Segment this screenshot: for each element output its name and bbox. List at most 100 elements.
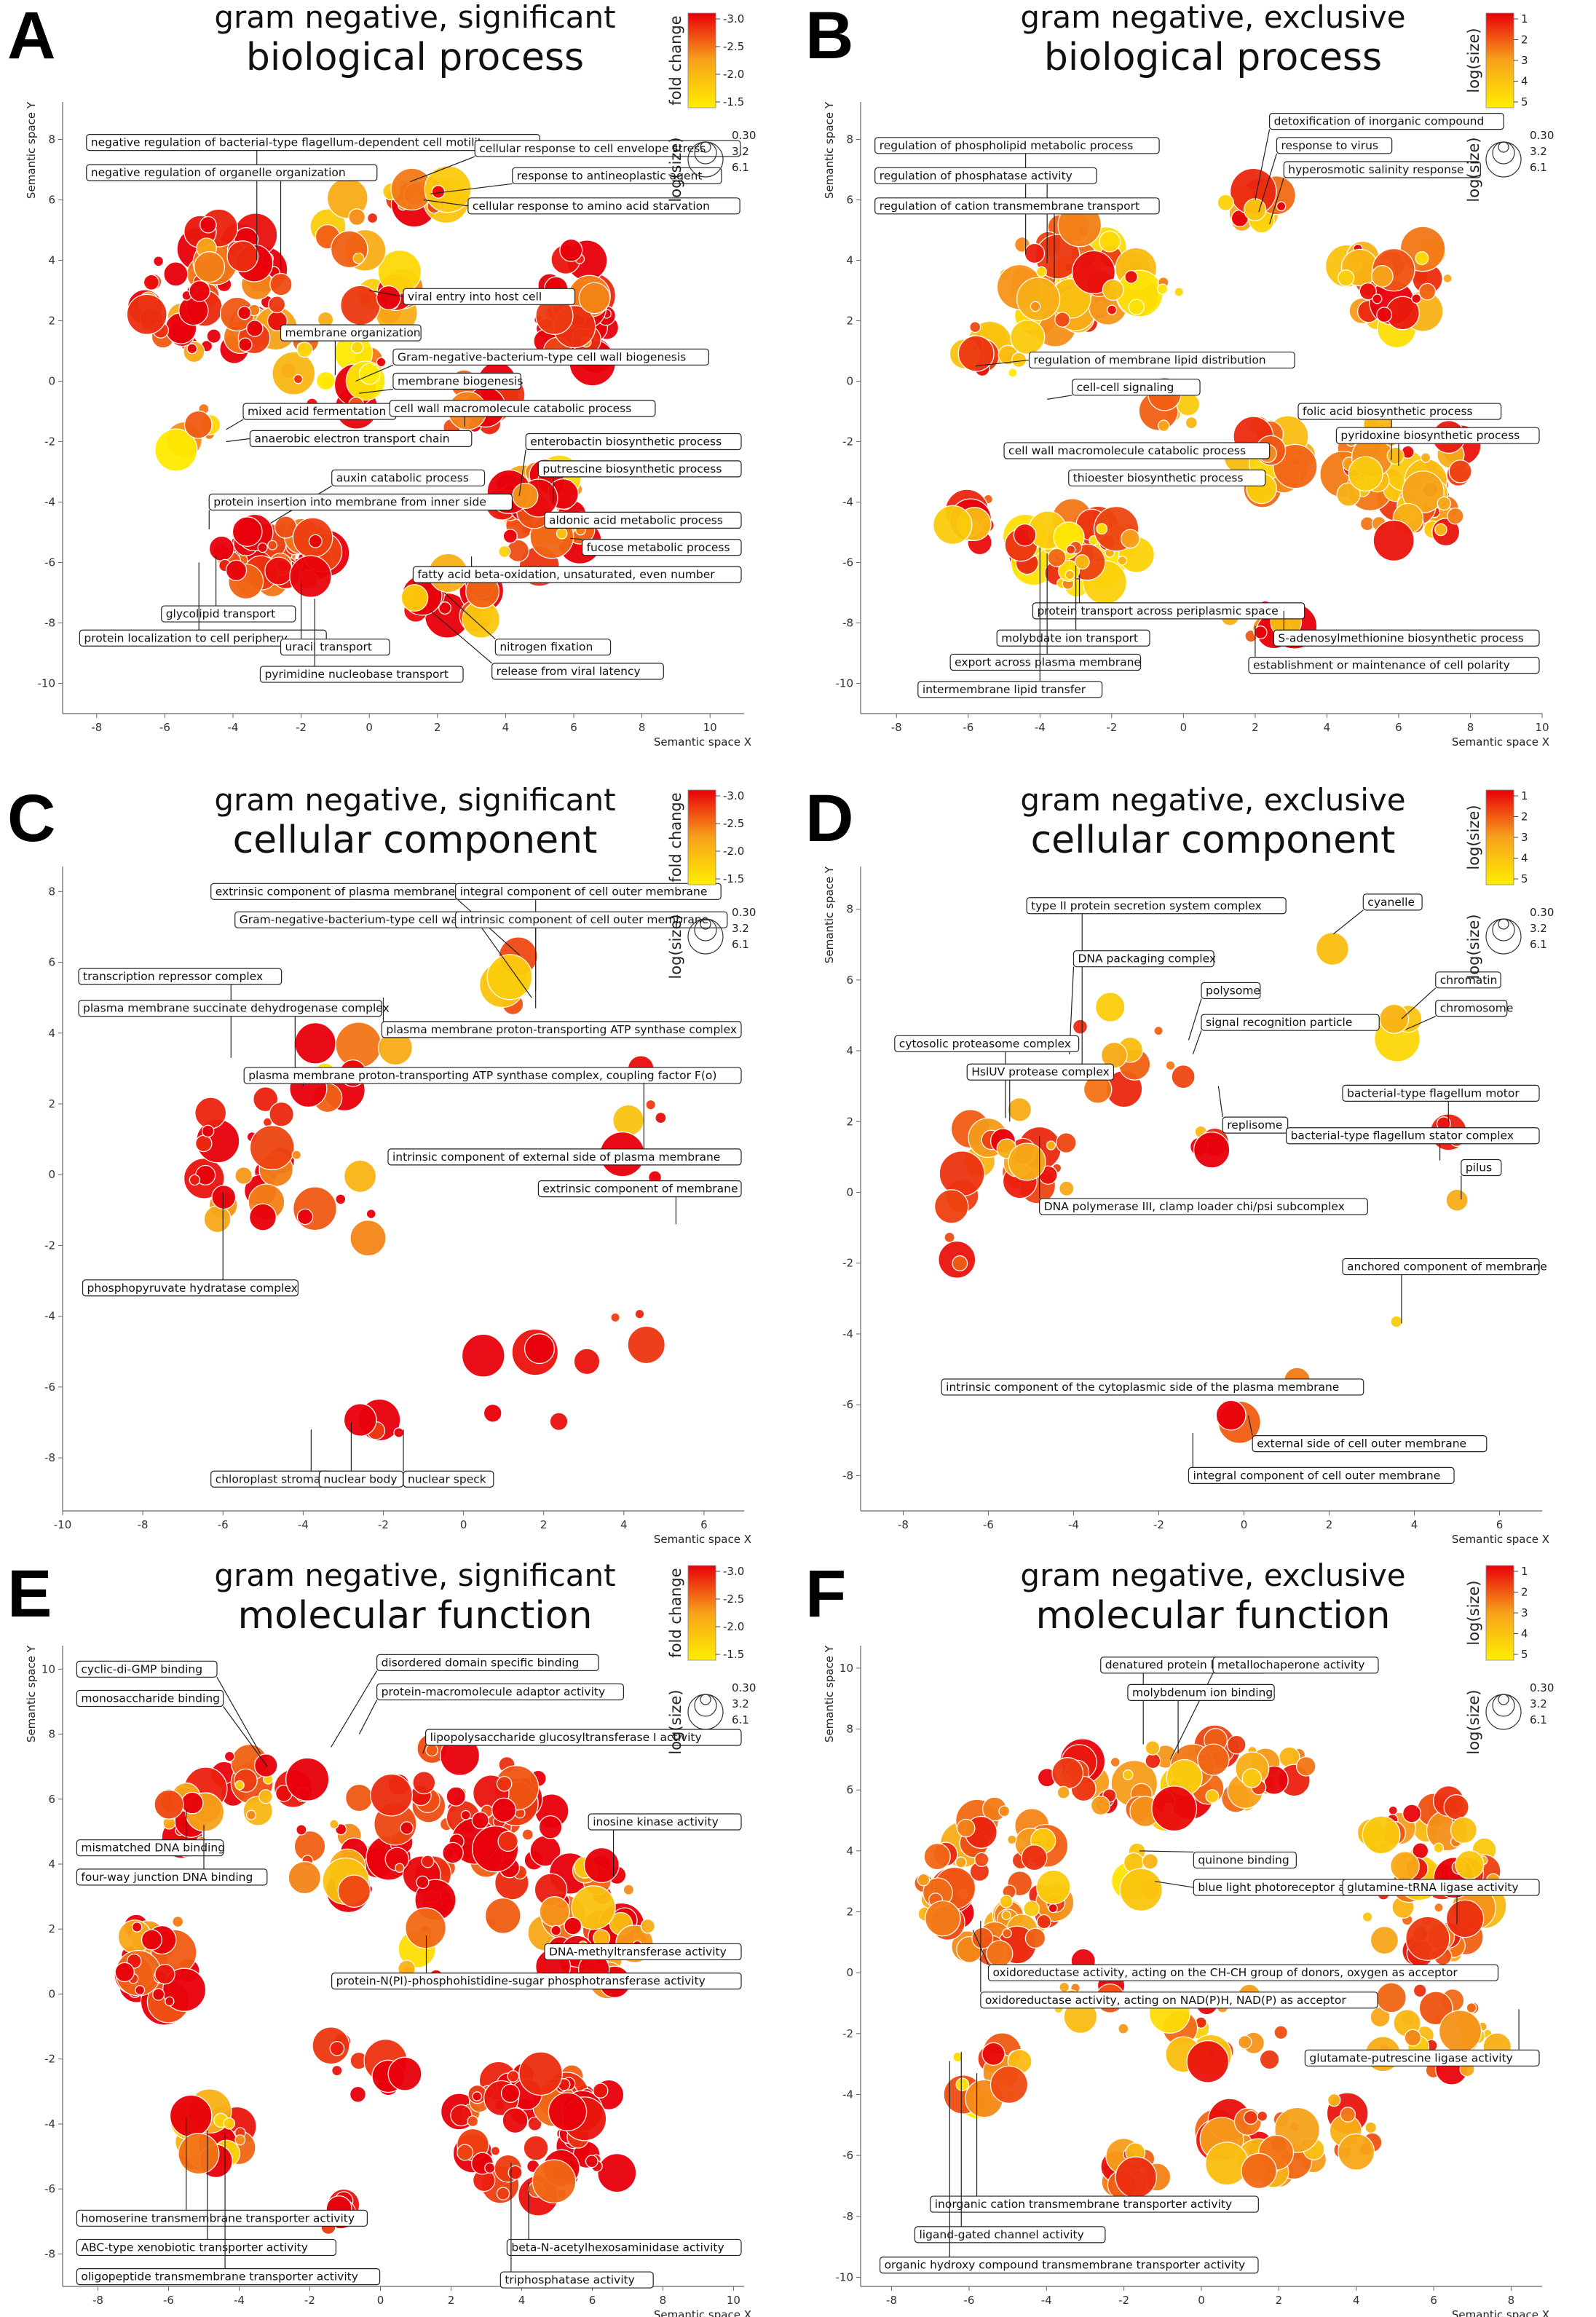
- term-bubble: [172, 1916, 184, 1928]
- label-box: [544, 1943, 742, 1961]
- x-tick-label: -6: [963, 721, 973, 734]
- label-box: [980, 1992, 1378, 2009]
- chart-title: gram negative, exclusive: [1020, 0, 1405, 35]
- term-bubble: [645, 1099, 657, 1110]
- term-label: type II protein secretion system complex: [1031, 899, 1262, 912]
- term-bubble: [315, 371, 336, 391]
- term-bubble: [585, 2155, 598, 2168]
- x-tick-label: 2: [448, 2294, 455, 2307]
- term-label: four-way junction DNA binding: [81, 1871, 253, 1884]
- legend: -3.0 -2.5 -2.0 -1.5 fold change 0.30 3.2 6.1 log…: [667, 789, 756, 979]
- x-tick-label: -2: [1118, 2294, 1129, 2307]
- color-scale-tick-label: -3.0: [723, 12, 744, 25]
- term-label: molybdenum ion binding: [1132, 1686, 1273, 1699]
- color-scale-tick-label: 2: [1521, 33, 1528, 47]
- term-bubble: [1386, 446, 1405, 465]
- term-bubble: [291, 1150, 302, 1160]
- term-bubble: [1443, 1794, 1469, 1820]
- term-bubble: [457, 2144, 474, 2161]
- label-leader-line: [443, 592, 496, 640]
- term-bubble: [366, 212, 379, 224]
- term-bubble: [289, 555, 332, 598]
- x-tick-label: -4: [228, 721, 239, 734]
- y-tick-label: 6: [846, 1783, 853, 1796]
- chart-subtitle: molecular function: [237, 1594, 592, 1638]
- term-bubble: [269, 1101, 294, 1127]
- term-bubble: [1151, 1785, 1198, 1832]
- term-bubble: [425, 1743, 438, 1757]
- size-legend-tick-label: 3.2: [732, 1697, 749, 1710]
- term-bubble: [1001, 1910, 1011, 1920]
- term-label: release from viral latency: [497, 665, 641, 678]
- size-legend-circle: [687, 1694, 724, 1730]
- term-bubble: [135, 1985, 146, 1996]
- term-bubble: [1362, 1815, 1401, 1855]
- y-tick-label: -4: [44, 2117, 55, 2131]
- label-box: [412, 566, 742, 583]
- term-bubble: [154, 1963, 175, 1985]
- term-label: cellular response to amino acid starvati…: [473, 200, 710, 213]
- term-label: intrinsic component of external side of …: [392, 1150, 720, 1164]
- term-label: chloroplast stroma: [216, 1472, 321, 1485]
- color-scale-bar: [687, 12, 716, 108]
- term-labels: denatured protein bindingmetallochaperon…: [879, 1657, 1540, 2274]
- label-box: [1028, 351, 1295, 369]
- term-bubble: [496, 1775, 513, 1792]
- label-leader-line: [355, 364, 394, 382]
- chart-subtitle: cellular component: [1031, 818, 1396, 862]
- label-box: [82, 1279, 299, 1297]
- x-tick-label: 0: [377, 2294, 384, 2307]
- label-leader-line: [359, 388, 394, 394]
- x-tick-label: 6: [1496, 1518, 1504, 1531]
- size-legend-tick-label: 3.2: [1530, 145, 1547, 158]
- term-bubble: [1046, 1140, 1056, 1150]
- term-bubble: [1217, 194, 1234, 211]
- term-bubble: [349, 2085, 367, 2103]
- term-bubble: [1205, 2142, 1249, 2186]
- term-bubble: [114, 1962, 135, 1983]
- term-bubble: [349, 1220, 387, 1257]
- term-bubble: [460, 1809, 471, 1820]
- label-box: [76, 2209, 368, 2227]
- label-box: [467, 197, 740, 215]
- label-leader-line: [1247, 1415, 1253, 1436]
- term-bubble: [952, 1255, 968, 1271]
- size-legend-tick-label: 6.1: [1530, 1713, 1547, 1726]
- term-bubble: [923, 1842, 951, 1871]
- label-box: [1222, 1116, 1289, 1134]
- size-legend-tick-label: 6.1: [732, 161, 749, 174]
- term-bubble: [527, 2116, 542, 2131]
- x-tick-label: 2: [1326, 1518, 1333, 1531]
- color-scale-tick-label: 1: [1521, 12, 1528, 25]
- term-bubble: [1171, 1065, 1196, 1089]
- y-tick-label: 10: [42, 1662, 55, 1675]
- x-axis-label: Semantic space X: [1452, 1533, 1549, 1546]
- term-label: glycolipid transport: [166, 607, 275, 620]
- term-bubble: [1099, 230, 1121, 253]
- color-scale-tick-label: -3.0: [723, 1565, 744, 1578]
- term-bubble: [1372, 293, 1383, 304]
- term-bubble: [1371, 265, 1394, 288]
- x-tick-label: -4: [234, 2294, 245, 2307]
- term-bubble: [1402, 470, 1445, 513]
- term-labels: type II protein secretion system complex…: [894, 893, 1547, 1484]
- term-label: protein localization to cell periphery: [84, 631, 288, 644]
- term-label: phosphopyruvate hydratase complex: [87, 1282, 298, 1295]
- color-scale-tick-label: -1.5: [723, 95, 744, 108]
- y-tick-label: 6: [48, 956, 55, 969]
- term-label: pyrimidine nucleobase transport: [264, 668, 449, 681]
- term-bubble: [1276, 201, 1287, 212]
- term-label: extrinsic component of membrane: [542, 1183, 738, 1196]
- term-bubble: [376, 285, 401, 311]
- term-bubble: [200, 216, 217, 234]
- term-bubble: [1145, 1740, 1161, 1756]
- term-bubble: [655, 1111, 667, 1124]
- term-bubble: [1158, 419, 1170, 433]
- color-scale-tick-label: -1.5: [723, 1648, 744, 1661]
- y-tick-label: -4: [842, 496, 853, 509]
- label-box: [1072, 950, 1214, 968]
- color-scale-title: log(size): [1465, 805, 1482, 869]
- term-bubble: [1165, 1060, 1176, 1071]
- label-box: [259, 666, 464, 683]
